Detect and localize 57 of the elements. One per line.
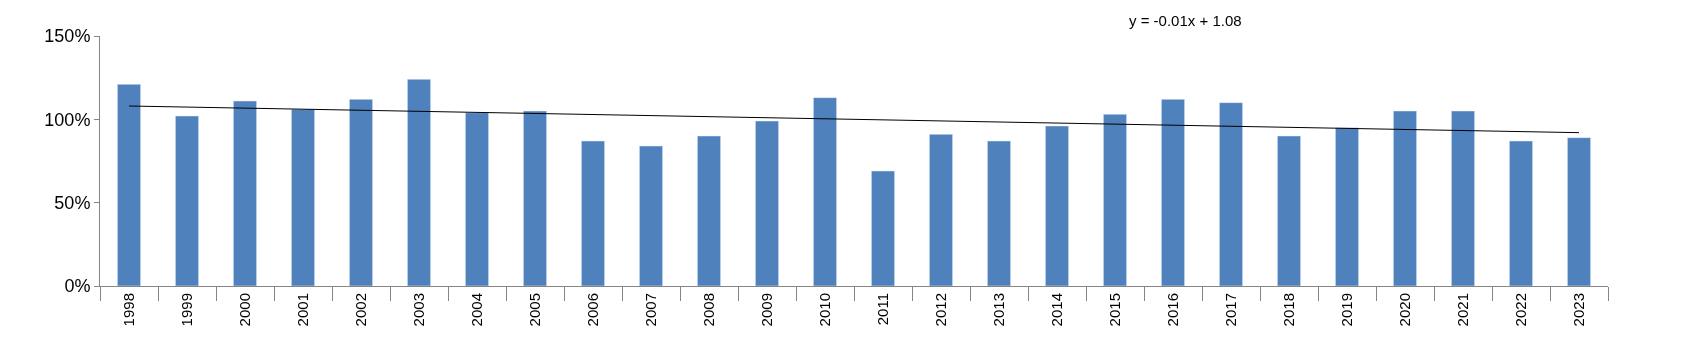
x-tick-label: 2021 <box>1453 293 1471 327</box>
text: y = -0.01x + 1.08 <box>1129 12 1242 29</box>
x-tick-label: 2018 <box>1279 293 1297 327</box>
x-tick-label: 2009 <box>757 293 775 327</box>
x-tick-label: 1999 <box>177 293 195 327</box>
x-tick-label: 1998 <box>119 293 137 327</box>
x-tick-label: 2013 <box>989 293 1007 327</box>
bar <box>1451 110 1475 286</box>
bar <box>349 99 373 286</box>
x-tick-label: 2020 <box>1395 293 1413 327</box>
x-tick-label: 2014 <box>1047 293 1065 327</box>
bar <box>1567 137 1591 286</box>
x-tick-label: 2022 <box>1511 293 1529 327</box>
x-tick-label: 2010 <box>815 293 833 327</box>
x-tick-label: 2005 <box>525 293 543 327</box>
x-tick-label: 2015 <box>1105 293 1123 327</box>
x-tick-label: 2001 <box>293 293 311 327</box>
x-tick-label: 2016 <box>1163 293 1181 327</box>
x-tick-label: 2023 <box>1569 293 1587 327</box>
bar <box>117 84 141 286</box>
bar <box>523 110 547 286</box>
x-tick-label: 2004 <box>467 293 485 327</box>
y-tick-label: 0% <box>64 276 91 297</box>
bar <box>1335 127 1359 286</box>
bar <box>1045 125 1069 286</box>
bar <box>813 97 837 286</box>
bar <box>755 120 779 286</box>
x-tick-label: 2017 <box>1221 293 1239 327</box>
x-tick-label: 2006 <box>583 293 601 327</box>
bar <box>1393 110 1417 286</box>
bar <box>465 112 489 286</box>
x-tick-label: 2012 <box>931 293 949 327</box>
bar <box>1103 114 1127 286</box>
bar <box>291 109 315 286</box>
bar <box>233 100 257 286</box>
bar <box>871 170 895 286</box>
bar <box>639 145 663 286</box>
x-tick-label: 2008 <box>699 293 717 327</box>
y-tick-label: 150% <box>44 26 91 47</box>
bar <box>581 140 605 286</box>
y-tick-label: 100% <box>44 109 91 130</box>
x-tick-label: 2007 <box>641 293 659 327</box>
x-tick-label: 2019 <box>1337 293 1355 327</box>
x-tick-label: 2002 <box>351 293 369 327</box>
y-tick-label: 50% <box>54 192 91 213</box>
bar <box>1277 135 1301 286</box>
x-tick-label: 2011 <box>873 293 891 326</box>
x-tick-label: 2003 <box>409 293 427 327</box>
bar <box>175 115 199 286</box>
bar <box>987 140 1011 286</box>
bar <box>407 79 431 286</box>
bar <box>697 135 721 286</box>
bar <box>929 134 953 286</box>
bar <box>1161 99 1185 286</box>
bar <box>1219 102 1243 286</box>
x-tick-label: 2000 <box>235 293 253 327</box>
bar <box>1509 140 1533 286</box>
